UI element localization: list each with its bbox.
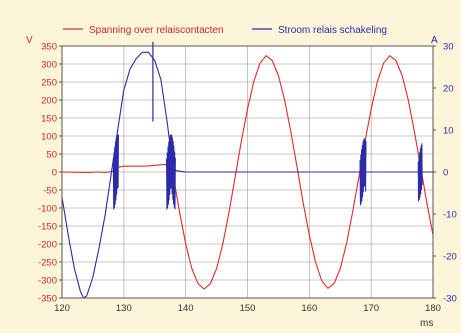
series-line-spanning (61, 55, 434, 290)
y-left-tick-label: 100 (41, 132, 57, 143)
x-tick-label: 130 (116, 303, 132, 314)
y-left-tick-label: -350 (38, 294, 57, 305)
legend-label-spanning: Spanning over relaiscontacten (89, 25, 224, 36)
y-left-tick-label: 50 (46, 150, 57, 161)
series-line-stroom (61, 51, 433, 299)
noise-burst (359, 138, 367, 206)
y-right-tick-label: 0 (443, 168, 448, 179)
plot-frame (61, 45, 434, 299)
y-axis-left-title: V (26, 35, 33, 46)
legend: Spanning over relaiscontacten Stroom rel… (63, 25, 387, 36)
y-left-tick-label: 250 (41, 78, 57, 89)
y-left-tick-label: -300 (38, 276, 57, 287)
y-left-tick-label: 200 (41, 96, 57, 107)
x-tick-label: 160 (301, 303, 317, 314)
noise-burst (112, 134, 119, 210)
y-left-tick-label: -250 (38, 258, 57, 269)
x-tick-label: 120 (54, 303, 70, 314)
x-tick-label: 170 (363, 303, 379, 314)
y-left-tick-label: 300 (41, 60, 57, 71)
y-left-tick-label: 150 (41, 114, 57, 125)
y-right-tick-label: 20 (443, 84, 454, 95)
y-left-tick-label: -50 (43, 186, 57, 197)
y-right-tick-label: 10 (443, 126, 454, 137)
y-right-tick-label: -20 (443, 252, 457, 263)
x-tick-label: 150 (240, 303, 256, 314)
y-right-tick-label: -30 (443, 294, 457, 305)
y-left-tick-label: 350 (41, 42, 57, 53)
x-tick-label: 140 (178, 303, 194, 314)
y-right-tick-label: 30 (443, 42, 454, 53)
y-left-tick-label: -100 (38, 204, 57, 215)
noise-burst (417, 143, 423, 202)
legend-label-stroom: Stroom relais schakeling (278, 25, 387, 36)
y-axis-right-title: A (431, 35, 438, 46)
x-axis-title: ms (420, 318, 433, 329)
y-left-tick-label: -200 (38, 240, 57, 251)
y-left-tick-label: -150 (38, 222, 57, 233)
series-layer (61, 41, 434, 299)
y-right-tick-label: -10 (443, 210, 457, 221)
y-left-tick-label: 0 (52, 168, 57, 179)
noise-burst (166, 134, 176, 210)
axes: 120 130 140 150 160 170 1803503002502001501005… (38, 42, 457, 315)
x-tick-label: 180 (425, 303, 441, 314)
